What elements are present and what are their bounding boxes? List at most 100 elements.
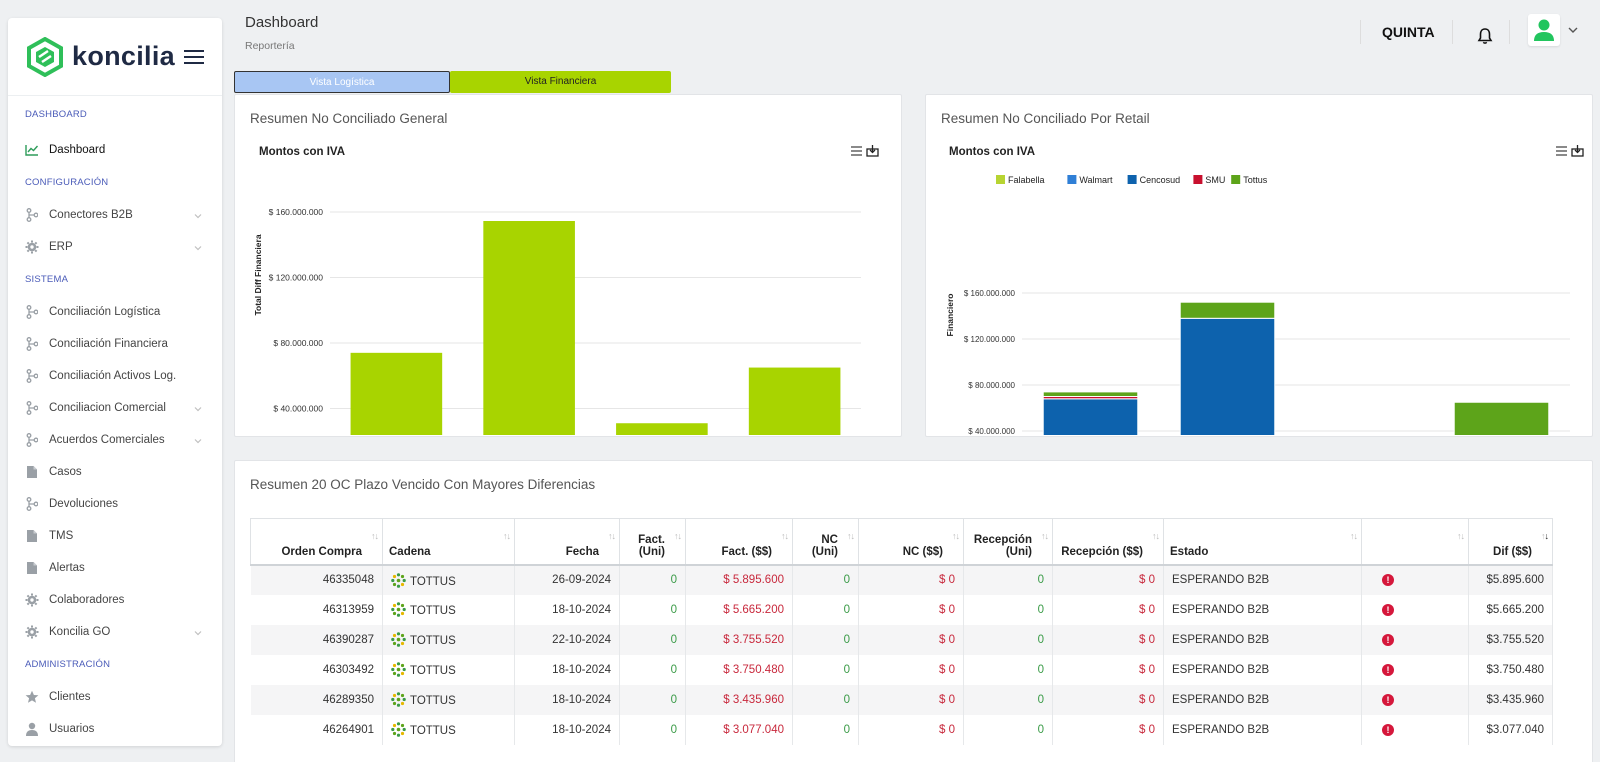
gear-icon: [25, 240, 39, 254]
cell-fecha: 18-10-2024: [514, 594, 620, 625]
chevron-down-icon[interactable]: [1568, 26, 1578, 34]
table-row[interactable]: 46264901 TOTTUS 18-10-2024 0 $ 3.077.040 0 $ 0…: [250, 714, 1553, 745]
sort-arrows-icon: ↑↓: [847, 531, 855, 541]
column-header-label: Cadena: [389, 545, 431, 558]
branch-icon: [25, 433, 39, 447]
file-icon: [25, 465, 39, 479]
column-header[interactable]: Estado ↑↓: [1163, 518, 1362, 566]
column-header-label: Fact. (Uni): [638, 533, 665, 558]
cell-cadena: TOTTUS: [382, 624, 515, 655]
legend-swatch-smu: [1193, 175, 1203, 184]
sidebar-item-conciliacion-logistica[interactable]: Conciliación Logística: [8, 296, 222, 328]
file-icon: [25, 561, 39, 575]
sidebar-item-conciliacion-comercial[interactable]: Conciliacion Comercial: [8, 392, 222, 424]
cell-nc-amt: $ 0: [858, 654, 964, 685]
column-header[interactable]: Cadena ↑↓: [382, 518, 515, 566]
cell-fecha: 18-10-2024: [514, 654, 620, 685]
y-tick-label: $ 120.000.000: [269, 273, 324, 283]
cell-cadena: TOTTUS: [382, 714, 515, 745]
tab-vista-financiera[interactable]: Vista Financiera: [450, 71, 671, 93]
sidebar-item-erp[interactable]: ERP: [8, 231, 222, 263]
alert-icon[interactable]: !: [1382, 723, 1394, 736]
sidebar-item-koncilia-go[interactable]: Koncilia GO: [8, 616, 222, 648]
column-header[interactable]: Dif ($$) ↑↓: [1468, 518, 1553, 566]
gear-icon: [25, 625, 39, 639]
cell-fact-amt: $ 3.435.960: [685, 684, 793, 715]
sidebar-item-colaboradores[interactable]: Colaboradores: [8, 584, 222, 616]
tottus-logo-icon: [391, 572, 406, 588]
legend-label: Cencosud: [1140, 175, 1181, 185]
sidebar-item-usuarios[interactable]: Usuarios: [8, 713, 222, 745]
sidebar-item-conectores-b2b[interactable]: Conectores B2B: [8, 199, 222, 231]
sidebar-item-conciliacion-activos-log[interactable]: Conciliación Activos Log.: [8, 360, 222, 392]
legend-label: Tottus: [1243, 175, 1268, 185]
sidebar-item-acuerdos-comerciales[interactable]: Acuerdos Comerciales: [8, 424, 222, 456]
sidebar-item-casos[interactable]: Casos: [8, 456, 222, 488]
user-icon: [1534, 19, 1554, 41]
sidebar-item-label: Alertas: [49, 562, 85, 574]
alert-icon[interactable]: !: [1382, 633, 1394, 646]
sort-arrows-icon: ↑↓: [1457, 531, 1465, 541]
legend-label: Falabella: [1008, 175, 1045, 185]
bell-icon[interactable]: [1477, 27, 1493, 45]
tab-vista-logistica[interactable]: Vista Logística: [234, 71, 450, 93]
cell-cadena: TOTTUS: [382, 594, 515, 625]
card-title: Resumen No Conciliado General: [250, 111, 448, 126]
column-header[interactable]: Recepción (Uni) ↑↓: [963, 518, 1053, 566]
cell-dif: $3.077.040: [1468, 714, 1553, 745]
table-row[interactable]: 46289350 TOTTUS 18-10-2024 0 $ 3.435.960 0 $ 0…: [250, 684, 1553, 715]
chart-menu-icon[interactable]: [1556, 145, 1586, 157]
cell-dif: $5.665.200: [1468, 594, 1553, 625]
table-row[interactable]: 46303492 TOTTUS 18-10-2024 0 $ 3.750.480 0 $ 0…: [250, 654, 1553, 685]
sidebar-item-label: TMS: [49, 530, 74, 542]
sidebar-item-clientes[interactable]: Clientes: [8, 681, 222, 713]
column-header[interactable]: ↑↓: [1361, 518, 1469, 566]
table-row[interactable]: 46390287 TOTTUS 22-10-2024 0 $ 3.755.520 0 $ 0…: [250, 624, 1553, 655]
alert-icon[interactable]: !: [1382, 663, 1394, 676]
column-header[interactable]: Recepción ($$) ↑↓: [1052, 518, 1164, 566]
sidebar-item-devoluciones[interactable]: Devoluciones: [8, 488, 222, 520]
cell-estado: ESPERANDO B2B: [1163, 594, 1362, 625]
alert-icon[interactable]: !: [1382, 693, 1394, 706]
sidebar-item-alertas[interactable]: Alertas: [8, 552, 222, 584]
table-row[interactable]: 46335048 TOTTUS 26-09-2024 0 $ 5.895.600 0 $ 0…: [250, 564, 1553, 595]
avatar[interactable]: [1528, 14, 1560, 46]
table-row[interactable]: 46313959 TOTTUS 18-10-2024 0 $ 5.665.200 0 $ 0…: [250, 594, 1553, 625]
sort-arrows-icon: ↑↓: [1350, 531, 1358, 541]
bar-chart-general: $ 0$ 40.000.000$ 80.000.000$ 120.000.000…: [253, 207, 861, 435]
alert-icon[interactable]: !: [1382, 574, 1394, 586]
cell-dif: $3.435.960: [1468, 684, 1553, 715]
column-header[interactable]: Fecha ↑↓: [514, 518, 620, 566]
cell-estado: ESPERANDO B2B: [1163, 654, 1362, 685]
cadena-label: TOTTUS: [410, 605, 456, 617]
card-resumen-retail: Resumen No Conciliado Por Retail Montos …: [925, 94, 1593, 437]
bar: [483, 221, 575, 435]
company-label: QUINTA: [1382, 24, 1435, 40]
cell-nc-amt: $ 0: [858, 594, 964, 625]
column-header[interactable]: Orden Compra ↑↓: [250, 518, 383, 566]
bar-segment-tottus: [1453, 401, 1550, 435]
cell-cadena: TOTTUS: [382, 564, 515, 595]
sidebar-item-label: ERP: [49, 241, 73, 253]
cell-fact-amt: $ 3.077.040: [685, 714, 793, 745]
chart-menu-icon[interactable]: [851, 145, 881, 157]
cell-fact-uni: 0: [619, 654, 686, 685]
cell-fact-amt: $ 3.750.480: [685, 654, 793, 685]
column-header[interactable]: Fact. (Uni) ↑↓: [619, 518, 686, 566]
cell-fecha: 26-09-2024: [514, 564, 620, 595]
sidebar-item-dashboard[interactable]: Dashboard: [8, 134, 222, 166]
chart-title: Montos con IVA: [949, 146, 1036, 158]
column-header[interactable]: NC ($$) ↑↓: [858, 518, 964, 566]
column-header[interactable]: Fact. ($$) ↑↓: [685, 518, 793, 566]
sort-arrows-icon: ↑↓: [1541, 531, 1549, 541]
chevron-down-icon: [194, 435, 202, 447]
sidebar-item-label: Casos: [49, 466, 82, 478]
card-resumen-general: Resumen No Conciliado General Montos con…: [234, 94, 902, 437]
sidebar-item-tms[interactable]: TMS: [8, 520, 222, 552]
sidebar-item-conciliacion-financiera[interactable]: Conciliación Financiera: [8, 328, 222, 360]
alert-icon[interactable]: !: [1382, 603, 1394, 616]
cell-estado: ESPERANDO B2B: [1163, 564, 1362, 595]
menu-toggle-icon[interactable]: [184, 50, 204, 64]
column-header[interactable]: NC (Uni) ↑↓: [792, 518, 859, 566]
chevron-down-icon: [194, 627, 202, 639]
